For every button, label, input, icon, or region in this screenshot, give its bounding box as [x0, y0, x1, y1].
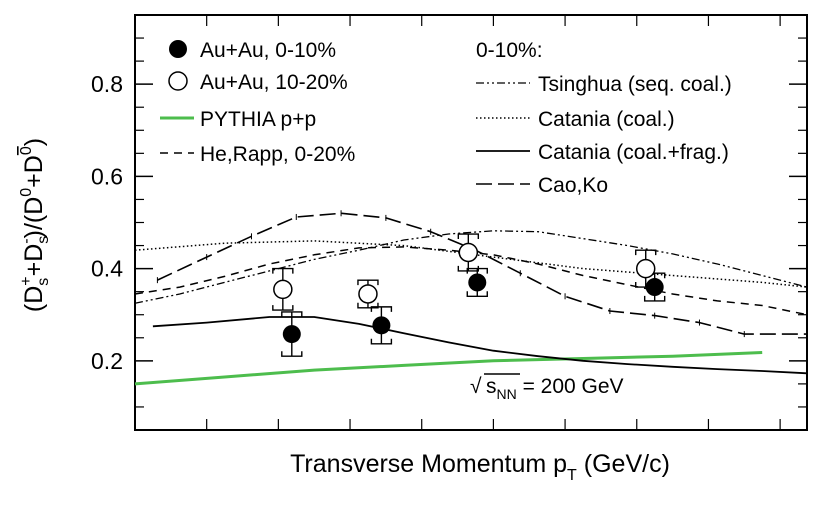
- x-axis-title: Transverse Momentum pT (GeV/c): [290, 450, 670, 484]
- y-axis-title: (Ds++Ds-)/(D0+D0): [18, 138, 52, 312]
- data-point-filled: [468, 273, 487, 292]
- data-point-filled: [282, 325, 301, 344]
- sys-bracket-bottom: [643, 295, 666, 302]
- data-point-open: [458, 242, 479, 263]
- y-tick-label: 0.4: [91, 256, 123, 282]
- legend-label-herapp: He,Rapp, 0-20%: [200, 143, 355, 166]
- data-point-open: [635, 258, 656, 279]
- data-point-open: [273, 279, 293, 300]
- sys-bracket-bottom: [635, 282, 657, 288]
- legend-left: Au+Au, 0-10% Au+Au, 10-20% PYTHIA p+p He…: [160, 39, 355, 166]
- y-tick-labels: 0.2 0.4 0.6 0.8: [91, 71, 123, 374]
- legend-label-tsinghua: Tsinghua (seq. coal.): [538, 73, 732, 96]
- sys-bracket-top: [272, 267, 294, 274]
- y-tick-label: 0.2: [91, 348, 123, 374]
- model-curve-0: [134, 351, 763, 386]
- y-tick-label: 0.8: [91, 71, 123, 97]
- y-tick-label: 0.6: [91, 163, 123, 189]
- legend-header-0-10: 0-10%:: [476, 39, 543, 62]
- model-curves: [134, 210, 808, 386]
- legend-label-catania-coal: Catania (coal.): [538, 108, 675, 131]
- legend-label-caoko: Cao,Ko: [538, 174, 608, 197]
- data-point-filled: [372, 316, 391, 335]
- axis-ticks: [135, 15, 807, 430]
- legend-label-pythia: PYTHIA p+p: [200, 108, 316, 131]
- energy-annotation: √ sNN = 200 GeV: [470, 373, 624, 402]
- legend-marker-filled-circle: [169, 40, 187, 58]
- sys-bracket-bottom: [457, 265, 480, 272]
- svg-text:sNN = 200 GeV: sNN = 200 GeV: [486, 375, 624, 402]
- model-curve-5: [157, 212, 807, 335]
- legend-label-catania-frag: Catania (coal.+frag.): [538, 141, 729, 164]
- data-point-open: [358, 284, 378, 304]
- sys-bracket-bottom: [357, 302, 379, 309]
- legend-right: 0-10%: Tsinghua (seq. coal.) Catania (co…: [476, 39, 732, 197]
- sys-bracket-top: [370, 306, 393, 312]
- model-curve-2: [134, 230, 808, 304]
- legend-label-auau-10-20: Au+Au, 10-20%: [200, 71, 348, 94]
- legend-label-auau-0-10: Au+Au, 0-10%: [200, 39, 336, 62]
- data-points: [272, 233, 666, 357]
- svg-text:√: √: [470, 375, 482, 398]
- sys-bracket-bottom: [466, 291, 488, 297]
- model-curve-4: [152, 316, 808, 375]
- legend-marker-open-circle: [168, 71, 188, 91]
